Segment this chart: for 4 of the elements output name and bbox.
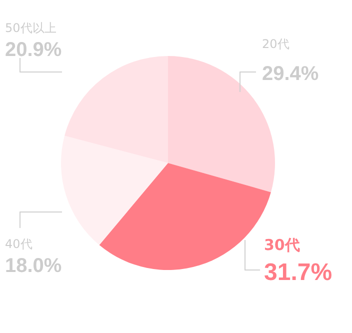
data-label: 31.7% [264, 259, 332, 286]
pie-slice [61, 136, 168, 246]
slice-label: 30代 [264, 236, 300, 254]
pie-slice [64, 56, 168, 163]
